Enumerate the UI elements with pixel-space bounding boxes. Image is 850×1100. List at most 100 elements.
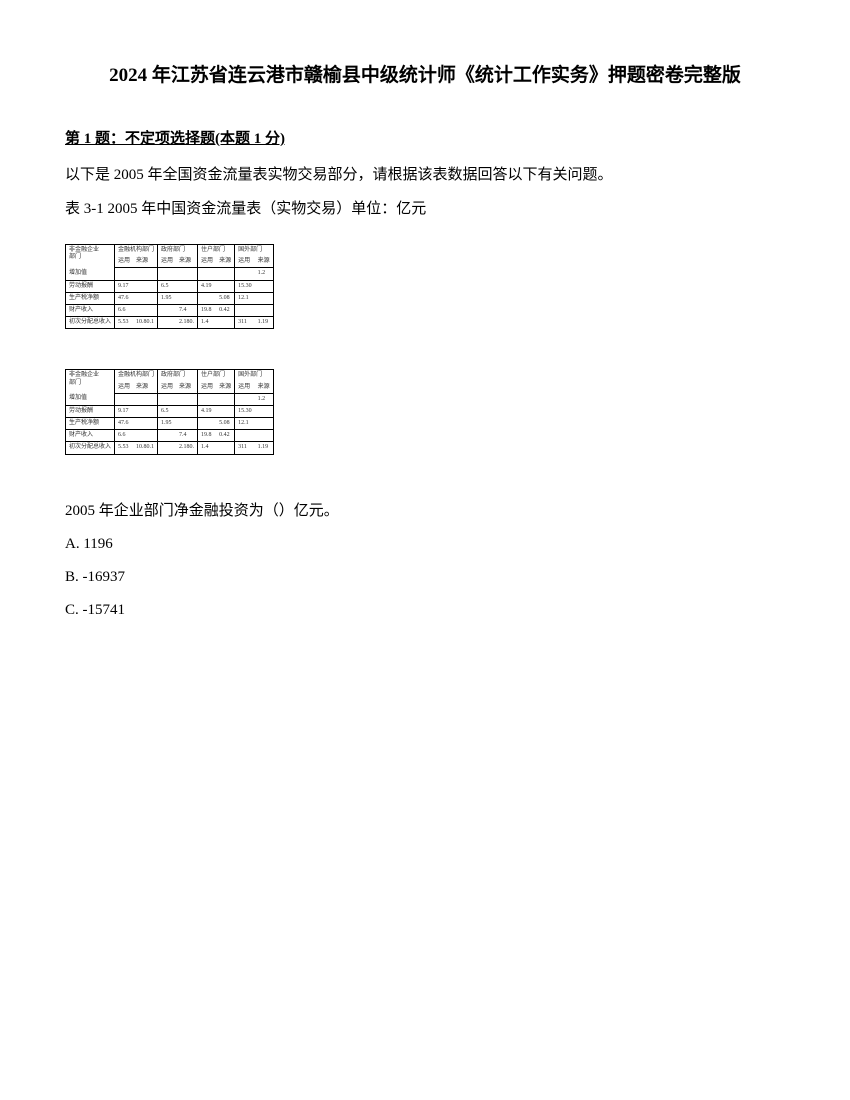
cell <box>176 280 198 292</box>
sub-hdr: 运用 <box>198 256 217 268</box>
cell <box>255 430 274 442</box>
cell <box>216 405 235 417</box>
sub-hdr: 来源 <box>176 256 198 268</box>
cell: 311 <box>235 442 255 454</box>
cell <box>158 393 177 405</box>
cell <box>158 268 177 280</box>
cell <box>216 393 235 405</box>
cell <box>176 418 198 430</box>
cell <box>216 317 235 329</box>
cell <box>198 418 217 430</box>
cell: 5.53 <box>115 317 134 329</box>
cell <box>198 268 217 280</box>
row-label: 财产收入 <box>66 430 115 442</box>
document-title: 2024 年江苏省连云港市赣榆县中级统计师《统计工作实务》押题密卷完整版 <box>65 60 785 87</box>
cell: 4.19 <box>198 405 217 417</box>
cell: 4.19 <box>198 280 217 292</box>
row-label: 增加值 <box>66 393 115 405</box>
sub-hdr: 来源 <box>255 256 274 268</box>
cell <box>198 292 217 304</box>
sub-hdr: 运用 <box>158 382 177 394</box>
row-label: 增加值 <box>66 268 115 280</box>
table-hdr: 政府部门 <box>158 245 198 257</box>
cell <box>255 405 274 417</box>
cell <box>115 393 134 405</box>
sub-hdr: 来源 <box>255 382 274 394</box>
cell: 1.2 <box>255 393 274 405</box>
cell <box>115 268 134 280</box>
table-image-1: 非金融企业部门 金融机构部门 政府部门 住户部门 国外部门 运用 来源 运用 来… <box>65 244 785 329</box>
cell <box>133 304 158 316</box>
cell <box>133 280 158 292</box>
sub-hdr: 来源 <box>216 382 235 394</box>
options-block: 2005 年企业部门净金融投资为（）亿元。 A. 1196 B. -16937 … <box>65 495 785 627</box>
cell: 12.1 <box>235 418 255 430</box>
intro-line-1: 以下是 2005 年全国资金流量表实物交易部分，请根据该表数据回答以下有关问题。 <box>65 160 785 190</box>
cell <box>133 430 158 442</box>
table-hdr: 住户部门 <box>198 370 235 382</box>
cell <box>158 304 177 316</box>
cell <box>235 393 255 405</box>
data-table-1: 非金融企业部门 金融机构部门 政府部门 住户部门 国外部门 运用 来源 运用 来… <box>65 244 274 329</box>
cell <box>216 280 235 292</box>
table-hdr: 国外部门 <box>235 245 274 257</box>
table-image-2: 非金融企业部门 金融机构部门 政府部门 住户部门 国外部门 运用 来源 运用 来… <box>65 369 785 454</box>
cell: 311 <box>235 317 255 329</box>
table-hdr: 金融机构部门 <box>115 370 158 382</box>
cell: 19.8 <box>198 304 217 316</box>
sub-hdr: 来源 <box>133 382 158 394</box>
cell <box>255 304 274 316</box>
option-a: A. 1196 <box>65 528 785 561</box>
table-hdr: 金融机构部门 <box>115 245 158 257</box>
cell <box>176 393 198 405</box>
intro-line-2: 表 3-1 2005 年中国资金流量表（实物交易）单位：亿元 <box>65 194 785 224</box>
cell: 10.80.1 <box>133 442 158 454</box>
cell <box>235 304 255 316</box>
question-header: 第 1 题：不定项选择题(本题 1 分) <box>65 127 785 148</box>
cell: 9.17 <box>115 405 134 417</box>
sub-hdr: 运用 <box>115 256 134 268</box>
sub-hdr: 运用 <box>115 382 134 394</box>
question-text: 2005 年企业部门净金融投资为（）亿元。 <box>65 495 785 528</box>
cell: 19.8 <box>198 430 217 442</box>
sub-hdr: 来源 <box>216 256 235 268</box>
sub-hdr: 运用 <box>198 382 217 394</box>
row-label: 生产税净额 <box>66 292 115 304</box>
cell <box>216 268 235 280</box>
cell: 6.5 <box>158 405 177 417</box>
row-label: 初次分配总收入 <box>66 442 115 454</box>
row-label: 劳动报酬 <box>66 280 115 292</box>
cell: 2.180. <box>176 442 198 454</box>
cell: 2.180. <box>176 317 198 329</box>
cell: 5.53 <box>115 442 134 454</box>
sub-hdr: 来源 <box>176 382 198 394</box>
cell <box>158 317 177 329</box>
table-hdr: 住户部门 <box>198 245 235 257</box>
cell <box>255 418 274 430</box>
table-corner: 非金融企业部门 <box>66 245 115 268</box>
cell: 15.30 <box>235 405 255 417</box>
cell <box>133 418 158 430</box>
cell <box>158 442 177 454</box>
cell: 47.6 <box>115 292 134 304</box>
cell <box>133 405 158 417</box>
cell <box>198 393 217 405</box>
cell: 1.4 <box>198 442 217 454</box>
table-hdr: 国外部门 <box>235 370 274 382</box>
cell: 47.6 <box>115 418 134 430</box>
cell: 1.95 <box>158 292 177 304</box>
cell: 1.2 <box>255 268 274 280</box>
cell <box>176 292 198 304</box>
row-label: 初次分配总收入 <box>66 317 115 329</box>
cell: 5.08 <box>216 292 235 304</box>
sub-hdr: 运用 <box>158 256 177 268</box>
row-label: 财产收入 <box>66 304 115 316</box>
cell <box>235 268 255 280</box>
sub-hdr: 运用 <box>235 382 255 394</box>
cell: 0.42 <box>216 304 235 316</box>
cell: 7.4 <box>176 430 198 442</box>
cell: 6.5 <box>158 280 177 292</box>
data-table-2: 非金融企业部门 金融机构部门 政府部门 住户部门 国外部门 运用 来源 运用 来… <box>65 369 274 454</box>
option-b: B. -16937 <box>65 561 785 594</box>
table-hdr: 政府部门 <box>158 370 198 382</box>
